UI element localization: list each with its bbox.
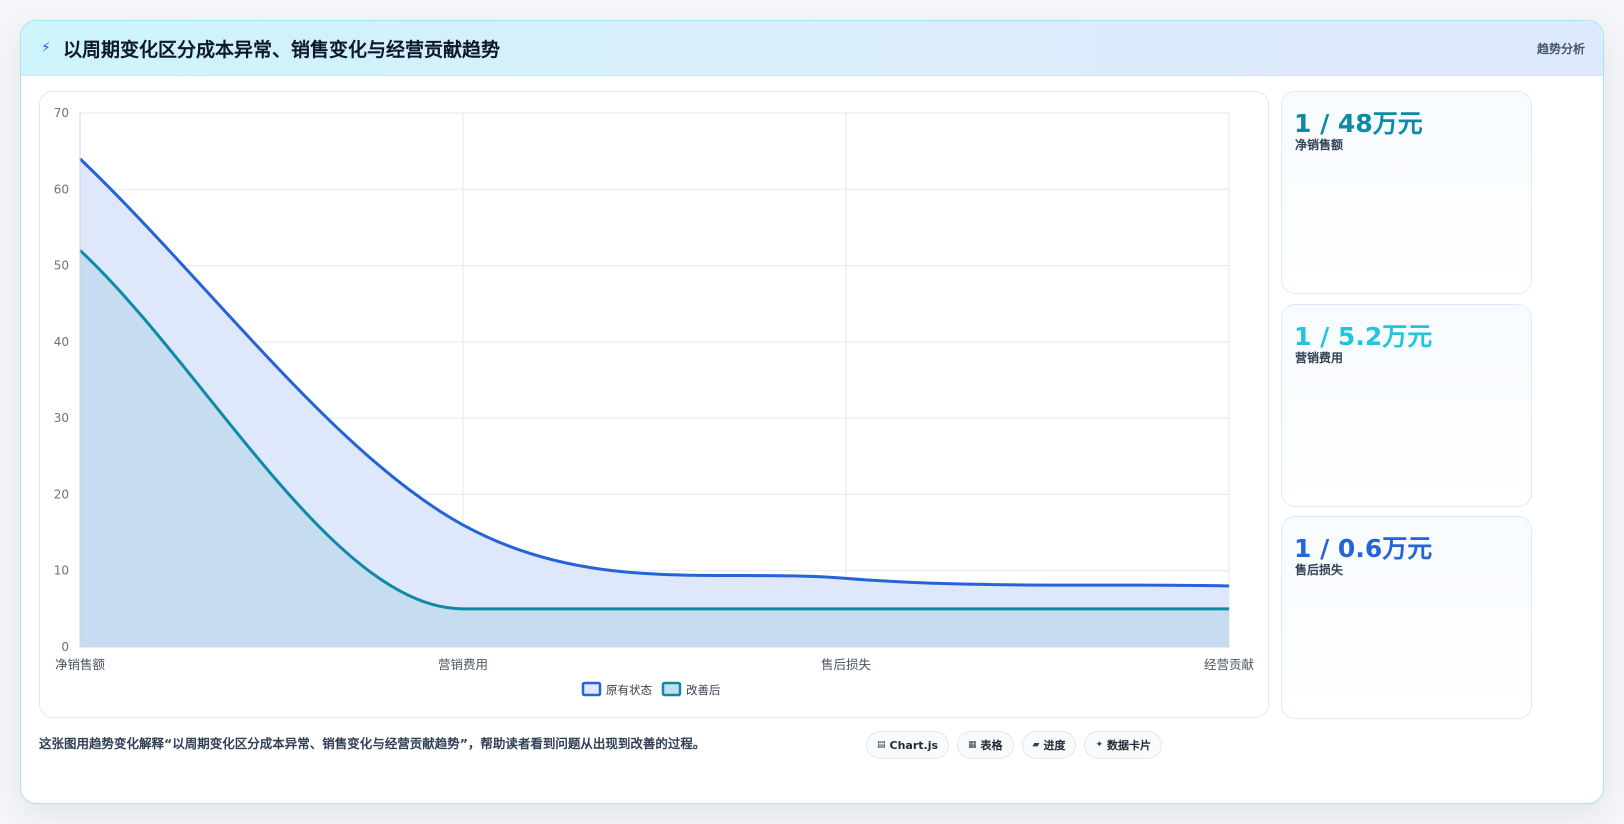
progress-icon: ▰ — [1032, 740, 1040, 750]
pill-progress[interactable]: ▰ 进度 — [1021, 731, 1077, 759]
stat-label: 售后损失 — [1295, 563, 1344, 577]
page-title: 以周期变化区分成本异常、销售变化与经营贡献趋势 — [63, 39, 501, 61]
stat-value: 1 / 48万元 — [1294, 109, 1423, 138]
stat-card-net-sales: 1 / 48万元 净销售额 — [1281, 91, 1532, 294]
legend-label: 改善后 — [686, 683, 721, 697]
pill-label: 进度 — [1043, 739, 1066, 752]
stat-value: 1 / 5.2万元 — [1294, 322, 1433, 351]
legend-swatch — [661, 681, 682, 697]
stat-value: 1 / 0.6万元 — [1294, 534, 1433, 563]
series-1-area — [80, 250, 1229, 648]
table-icon: ▦ — [968, 740, 977, 750]
trend-analysis-tag: 趋势分析 — [1536, 42, 1585, 56]
chart-caption: 这张图用趋势变化解释“以周期变化区分成本异常、销售变化与经营贡献趋势”，帮助读者… — [39, 736, 706, 751]
lightning-icon: ⚡ — [41, 40, 51, 56]
pill-data-card[interactable]: ✦ 数据卡片 — [1084, 731, 1163, 759]
stat-label: 净销售额 — [1295, 138, 1344, 152]
x-tick-label: 净销售额 — [55, 657, 106, 672]
series-0-line — [78, 157, 1230, 588]
pill-label: Chart.js — [889, 738, 939, 752]
x-tick-label: 营销费用 — [438, 657, 488, 672]
y-tick-label: 70 — [54, 106, 69, 120]
tech-pills: ▤ Chart.js ▦ 表格 ▰ 进度 ✦ 数据卡片 — [866, 731, 1163, 759]
sparkle-icon: ✦ — [1095, 740, 1104, 750]
card-header: ⚡ 以周期变化区分成本异常、销售变化与经营贡献趋势 趋势分析 — [21, 21, 1603, 76]
chart-panel: 0 10 20 30 40 50 60 70 净销售额 营销费用 售后损失 经营贡献原有状态 改善后 — [39, 91, 1269, 718]
chart-card: ⚡ 以周期变化区分成本异常、销售变化与经营贡献趋势 趋势分析 0 10 20 30 40… — [20, 20, 1604, 804]
y-tick-label: 0 — [61, 640, 69, 654]
x-tick-label: 经营贡献 — [1204, 657, 1254, 672]
legend-label: 原有状态 — [606, 683, 652, 697]
pill-label: 数据卡片 — [1107, 739, 1152, 752]
y-tick-label: 20 — [54, 487, 69, 501]
stat-card-marketing-cost: 1 / 5.2万元 营销费用 — [1281, 304, 1532, 507]
y-tick-label: 60 — [54, 182, 69, 196]
pill-chartjs[interactable]: ▤ Chart.js — [866, 731, 950, 759]
stat-card-after-sales-loss: 1 / 0.6万元 售后损失 — [1281, 516, 1532, 719]
pill-label: 表格 — [980, 739, 1003, 752]
series-1-line — [78, 249, 1229, 611]
y-tick-label: 30 — [54, 411, 69, 425]
stat-label: 营销费用 — [1295, 351, 1344, 365]
legend-swatch — [581, 681, 602, 697]
pill-table[interactable]: ▦ 表格 — [957, 731, 1014, 759]
series-0-area — [80, 158, 1229, 647]
y-tick-label: 40 — [54, 335, 69, 349]
x-tick-label: 售后损失 — [821, 657, 872, 672]
chart-icon: ▤ — [877, 740, 886, 750]
y-tick-label: 10 — [54, 564, 69, 578]
y-tick-label: 50 — [54, 259, 69, 273]
